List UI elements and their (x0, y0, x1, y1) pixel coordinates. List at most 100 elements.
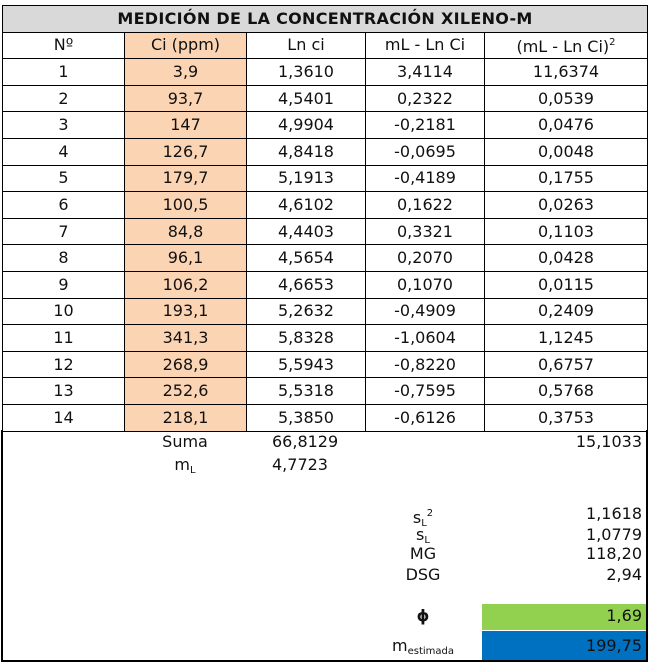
sl2-label-sup: 2 (426, 508, 434, 519)
cell-no[interactable]: 12 (2, 350, 125, 379)
cell-lnci[interactable]: 5,5318 (246, 377, 366, 405)
ml-value[interactable]: 4,7723 (272, 455, 328, 474)
cell-ci[interactable]: 268,9 (124, 350, 247, 379)
cell-ml-lnci-squared[interactable]: 0,1755 (484, 164, 648, 193)
cell-ml-lnci-squared[interactable]: 0,0048 (484, 137, 648, 166)
cell-lnci[interactable]: 5,3850 (246, 403, 366, 432)
sl2-label[interactable]: sL2 (364, 505, 482, 533)
sl-label[interactable]: sL (364, 526, 482, 550)
phi-value[interactable]: 1,69 (606, 606, 642, 625)
cell-lnci[interactable]: 4,6653 (246, 270, 366, 299)
cell-ci[interactable]: 96,1 (124, 244, 247, 272)
cell-no[interactable]: 5 (2, 164, 125, 193)
cell-no[interactable]: 2 (2, 84, 125, 113)
cell-ml-lnci[interactable]: 0,1070 (365, 270, 485, 299)
m-estimada-value[interactable]: 199,75 (586, 636, 642, 655)
cell-no[interactable]: 13 (2, 377, 125, 405)
header-lnci[interactable]: Ln ci (246, 31, 366, 60)
table-title[interactable]: MEDICIÓN DE LA CONCENTRACIÓN XILENO-M (2, 5, 648, 33)
cell-ci[interactable]: 100,5 (124, 191, 247, 219)
cell-ml-lnci[interactable]: 3,4114 (365, 58, 485, 86)
cell-lnci[interactable]: 4,8418 (246, 137, 366, 166)
cell-ml-lnci[interactable]: -1,0604 (365, 324, 485, 352)
cell-ci[interactable]: 252,6 (124, 377, 247, 405)
cell-lnci[interactable]: 4,9904 (246, 111, 366, 139)
cell-no[interactable]: 7 (2, 217, 125, 246)
sl2-value[interactable]: 1,1618 (586, 504, 642, 523)
cell-ml-lnci-squared[interactable]: 1,1245 (484, 324, 648, 352)
cell-no[interactable]: 9 (2, 270, 125, 299)
m-estimada-value-cell[interactable] (482, 631, 646, 660)
cell-no[interactable]: 10 (2, 297, 125, 326)
sl-value[interactable]: 1,0779 (586, 525, 642, 544)
cell-ml-lnci-squared[interactable]: 0,0539 (484, 84, 648, 113)
cell-ci[interactable]: 193,1 (124, 297, 247, 326)
cell-ml-lnci-squared[interactable]: 0,5768 (484, 377, 648, 405)
cell-no[interactable]: 14 (2, 403, 125, 432)
cell-ml-lnci-squared[interactable]: 0,0263 (484, 191, 648, 219)
cell-ml-lnci[interactable]: 0,2070 (365, 244, 485, 272)
cell-no[interactable]: 11 (2, 324, 125, 352)
cell-ml-lnci[interactable]: -0,4909 (365, 297, 485, 326)
cell-ml-lnci[interactable]: -0,8220 (365, 350, 485, 379)
cell-ml-lnci-squared[interactable]: 0,0428 (484, 244, 648, 272)
cell-ml-lnci[interactable]: -0,6126 (365, 403, 485, 432)
header-no[interactable]: Nº (2, 31, 125, 60)
header-sq-exp: 2 (609, 37, 616, 49)
concentration-table: MEDICIÓN DE LA CONCENTRACIÓN XILENO-M Nº… (2, 5, 648, 432)
dsg-label[interactable]: DSG (405, 565, 441, 584)
cell-ml-lnci-squared[interactable]: 0,2409 (484, 297, 648, 326)
cell-ml-lnci[interactable]: -0,7595 (365, 377, 485, 405)
phi-value-cell[interactable] (482, 604, 646, 630)
cell-ci[interactable]: 179,7 (124, 164, 247, 193)
mg-label[interactable]: MG (409, 544, 437, 563)
cell-ml-lnci[interactable]: 0,2322 (365, 84, 485, 113)
cell-ci[interactable]: 218,1 (124, 403, 247, 432)
suma-label[interactable]: Suma (162, 432, 208, 451)
cell-lnci[interactable]: 4,5401 (246, 84, 366, 113)
cell-no[interactable]: 1 (2, 58, 125, 86)
cell-ml-lnci-squared[interactable]: 0,0476 (484, 111, 648, 139)
cell-ml-lnci-squared[interactable]: 11,6374 (484, 58, 648, 86)
sl2-label-sub: L (421, 518, 427, 529)
cell-lnci[interactable]: 5,5943 (246, 350, 366, 379)
cell-ml-lnci-squared[interactable]: 0,0115 (484, 270, 648, 299)
cell-lnci[interactable]: 4,6102 (246, 191, 366, 219)
cell-ml-lnci-squared[interactable]: 0,3753 (484, 403, 648, 432)
cell-ml-lnci[interactable]: 0,1622 (365, 191, 485, 219)
cell-ml-lnci-squared[interactable]: 0,1103 (484, 217, 648, 246)
cell-lnci[interactable]: 5,1913 (246, 164, 366, 193)
cell-no[interactable]: 3 (2, 111, 125, 139)
cell-ci[interactable]: 93,7 (124, 84, 247, 113)
cell-ml-lnci[interactable]: -0,4189 (365, 164, 485, 193)
cell-no[interactable]: 4 (2, 137, 125, 166)
cell-lnci[interactable]: 5,8328 (246, 324, 366, 352)
cell-ci[interactable]: 341,3 (124, 324, 247, 352)
cell-lnci[interactable]: 5,2632 (246, 297, 366, 326)
ml-label[interactable]: mL (124, 456, 246, 480)
cell-ml-lnci[interactable]: -0,2181 (365, 111, 485, 139)
phi-label[interactable]: ϕ (416, 606, 430, 625)
mg-value[interactable]: 118,20 (586, 544, 642, 563)
dsg-value[interactable]: 2,94 (606, 565, 642, 584)
header-ml-lnci-squared[interactable]: (mL - Ln Ci)2 (484, 31, 648, 60)
cell-lnci[interactable]: 4,5654 (246, 244, 366, 272)
header-ci[interactable]: Ci (ppm) (124, 31, 247, 60)
suma-squared-value[interactable]: 15,1033 (575, 432, 642, 451)
m-estimada-label[interactable]: mestimada (364, 637, 482, 661)
cell-no[interactable]: 8 (2, 244, 125, 272)
cell-ci[interactable]: 106,2 (124, 270, 247, 299)
cell-ml-lnci-squared[interactable]: 0,6757 (484, 350, 648, 379)
suma-lnci-value[interactable]: 66,8129 (272, 432, 339, 451)
cell-ci[interactable]: 126,7 (124, 137, 247, 166)
cell-ci[interactable]: 3,9 (124, 58, 247, 86)
cell-lnci[interactable]: 4,4403 (246, 217, 366, 246)
cell-ci[interactable]: 147 (124, 111, 247, 139)
cell-lnci[interactable]: 1,3610 (246, 58, 366, 86)
cell-ml-lnci[interactable]: 0,3321 (365, 217, 485, 246)
cell-ci[interactable]: 84,8 (124, 217, 247, 246)
cell-no[interactable]: 6 (2, 191, 125, 219)
cell-ml-lnci[interactable]: -0,0695 (365, 137, 485, 166)
header-ml-lnci[interactable]: mL - Ln Ci (365, 31, 485, 60)
